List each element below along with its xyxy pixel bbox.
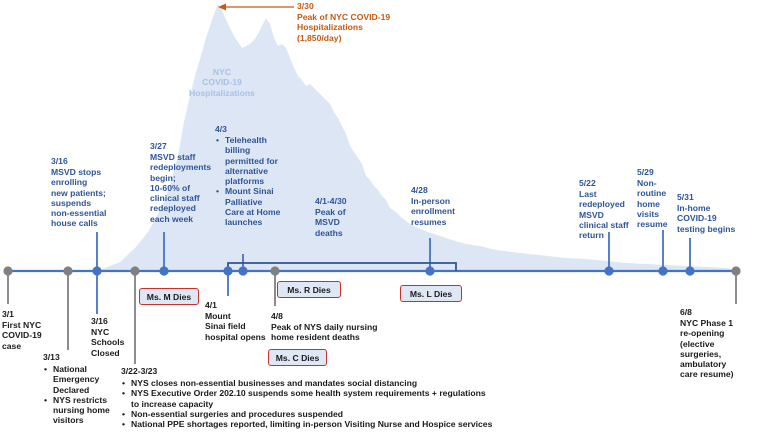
event-apr1-30-date: 4/1-4/30 <box>315 196 347 206</box>
hospitalization-area <box>8 4 736 271</box>
event-apr1-text: Mount Sinai field hospital opens <box>205 311 266 342</box>
peak-label: Peak of NYC COVID-19 Hospitalizations (1… <box>297 12 391 43</box>
event-mar27-date: 3/27 <box>150 141 167 151</box>
event-mar1-date: 3/1 <box>2 309 14 319</box>
death-box-ms-c: Ms. C Dies <box>268 349 327 366</box>
event-apr28-date: 4/28 <box>411 185 428 195</box>
dot-apr1 <box>223 266 233 276</box>
event-apr3-date: 4/3 <box>215 124 227 134</box>
event-mar13-item: National Emergency Declared <box>43 364 110 395</box>
death-box-ms-r: Ms. R Dies <box>277 281 341 298</box>
dot-mar27 <box>159 266 169 276</box>
dot-apr28 <box>425 266 435 276</box>
event-apr3-list: Telehealth billing permitted for alterna… <box>215 135 280 228</box>
dot-may29 <box>658 266 668 276</box>
event-apr8-text: Peak of NYS daily nursing home resident … <box>271 322 378 343</box>
dot-may22 <box>604 266 614 276</box>
dot-mar16 <box>92 266 102 276</box>
dot-mar22 <box>130 266 140 276</box>
event-mar22-23-date: 3/22-3/23 <box>121 366 158 376</box>
event-mar16b-date: 3/16 <box>91 316 108 326</box>
event-mar22-23-item: NYS closes non-essential businesses and … <box>121 378 492 389</box>
event-mar16-text: MSVD stops enrolling new patients; suspe… <box>51 167 107 229</box>
event-mar16b-text: NYC Schools Closed <box>91 327 125 358</box>
dot-apr3 <box>238 266 248 276</box>
event-may31-date: 5/31 <box>677 192 694 202</box>
event-mar13-list: National Emergency Declared NYS restrict… <box>43 364 110 426</box>
dot-apr8 <box>270 266 280 276</box>
event-mar13-item: NYS restricts nursing home visitors <box>43 395 110 426</box>
event-mar22-23-item: National PPE shortages reported, limitin… <box>121 419 492 430</box>
event-jun8-date: 6/8 <box>680 307 692 317</box>
event-mar1-text: First NYC COVID-19 case <box>2 320 42 351</box>
event-mar27-text: MSVD staff redeployments begin; 10-60% o… <box>150 152 212 224</box>
event-may22-date: 5/22 <box>579 178 596 188</box>
event-apr8-date: 4/8 <box>271 311 283 321</box>
peak-arrow-head <box>218 3 226 11</box>
event-apr1-date: 4/1 <box>205 300 217 310</box>
dot-mar1 <box>3 266 13 276</box>
event-mar16-date: 3/16 <box>51 156 68 166</box>
hospitalizations-label: NYC COVID-19 Hospitalizations <box>189 67 255 98</box>
event-may29-date: 5/29 <box>637 167 654 177</box>
event-mar22-23-item: NYS Executive Order 202.10 suspends some… <box>121 388 492 409</box>
event-apr3-item: Mount Sinai Palliative Care at Home laun… <box>215 186 280 227</box>
stems <box>7 230 737 364</box>
event-may29-text: Non- routine home visits resume <box>637 178 668 230</box>
event-may31-text: In-home COVID-19 testing begins <box>677 203 736 234</box>
event-mar22-23-item: Non-essential surgeries and procedures s… <box>121 409 492 420</box>
peak-date: 3/30 <box>297 1 314 11</box>
dot-may31 <box>685 266 695 276</box>
dot-mar13 <box>63 266 73 276</box>
event-apr28-text: In-person enrollment resumes <box>411 196 455 227</box>
event-dots <box>3 266 741 276</box>
event-mar22-23-list: NYS closes non-essential businesses and … <box>121 378 492 430</box>
event-apr1-30-text: Peak of MSVD deaths <box>315 207 346 238</box>
event-apr3-item: Telehealth billing permitted for alterna… <box>215 135 280 186</box>
death-box-ms-l: Ms. L Dies <box>400 285 462 302</box>
event-mar13-date: 3/13 <box>43 352 60 362</box>
event-may22-text: Last redeployed MSVD clinical staff retu… <box>579 189 629 241</box>
dot-jun8 <box>731 266 741 276</box>
death-box-ms-m: Ms. M Dies <box>139 288 199 305</box>
event-jun8-text: NYC Phase 1 re-opening (elective surgeri… <box>680 318 734 380</box>
